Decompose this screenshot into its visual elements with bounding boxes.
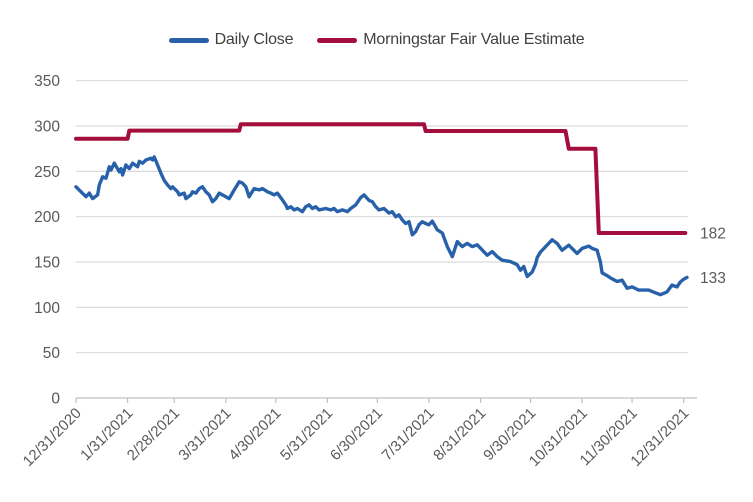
x-axis-tick-label: 3/31/2021 bbox=[175, 405, 234, 464]
x-axis-tick-label: 4/30/2021 bbox=[225, 405, 284, 464]
y-axis-tick-label: 200 bbox=[34, 209, 60, 226]
y-axis-tick-label: 250 bbox=[34, 164, 60, 181]
legend-item-daily-close[interactable]: Daily Close bbox=[168, 31, 294, 49]
y-axis-tick-label: 100 bbox=[34, 300, 60, 317]
x-axis-tick-label: 7/31/2021 bbox=[379, 405, 438, 464]
x-axis-tick-label: 5/31/2021 bbox=[277, 405, 336, 464]
x-axis-tick-label: 12/31/2020 bbox=[20, 405, 85, 470]
x-axis-tick-label: 6/30/2021 bbox=[327, 405, 386, 464]
daily-close-line bbox=[74, 155, 689, 297]
fair-value-legend-label: Morningstar Fair Value Estimate bbox=[363, 31, 585, 48]
y-axis-tick-label: 0 bbox=[51, 391, 60, 408]
legend: Daily Close Morningstar Fair Value Estim… bbox=[0, 31, 753, 49]
fair-value-end-label: 182 bbox=[700, 226, 726, 243]
legend-item-fair-value[interactable]: Morningstar Fair Value Estimate bbox=[317, 31, 585, 49]
daily-close-legend-label: Daily Close bbox=[214, 31, 294, 48]
y-axis-tick-label: 350 bbox=[34, 73, 60, 90]
y-axis-tick-label: 50 bbox=[43, 345, 61, 362]
x-axis-tick-label: 8/31/2021 bbox=[430, 405, 489, 464]
daily-close-end-label: 133 bbox=[700, 270, 726, 287]
y-axis-tick-label: 300 bbox=[34, 119, 60, 136]
fair-value-line bbox=[74, 122, 688, 235]
fair-value-line-swatch bbox=[317, 37, 358, 43]
y-axis-tick-label: 150 bbox=[34, 255, 60, 272]
daily-close-line-swatch bbox=[168, 37, 209, 43]
